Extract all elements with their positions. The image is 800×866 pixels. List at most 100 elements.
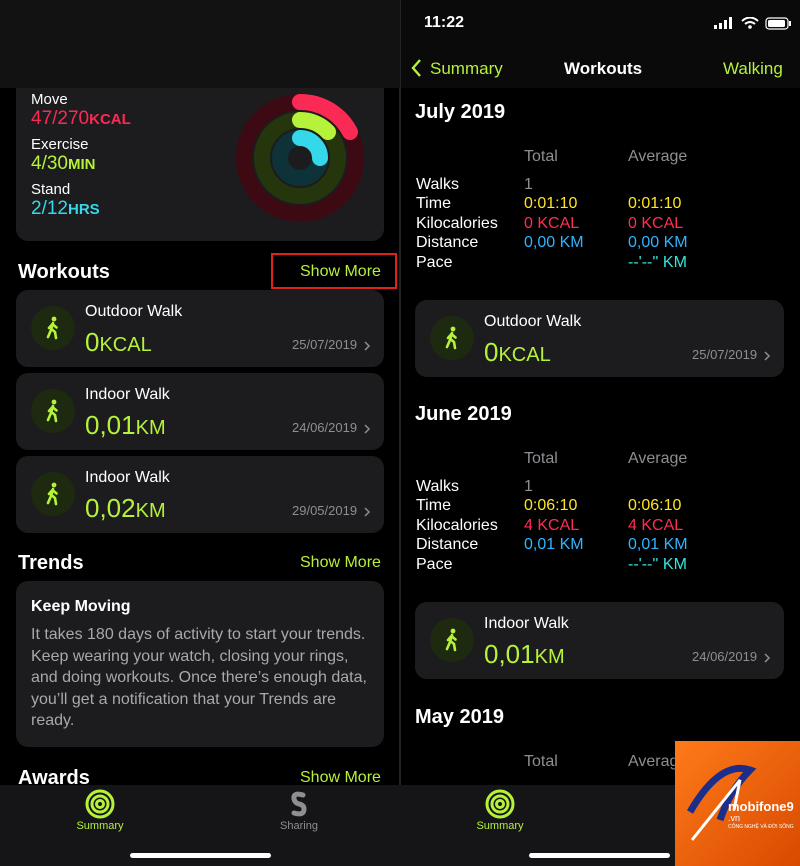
col-header: Total bbox=[524, 450, 558, 467]
home-indicator bbox=[529, 853, 670, 858]
row-label: Distance bbox=[416, 536, 479, 554]
workout-card[interactable] bbox=[16, 456, 384, 533]
tab-icon-svg bbox=[291, 791, 307, 817]
watermark-domain: .vn bbox=[728, 813, 741, 823]
value: 0,01 bbox=[484, 639, 535, 669]
watermark-brand: mobifone9 bbox=[728, 799, 794, 814]
col-header: Total bbox=[524, 753, 558, 770]
unit: KCAL bbox=[498, 344, 551, 366]
card-text: It takes 180 days of activity to start y… bbox=[31, 626, 367, 730]
workout-name: Indoor Walk bbox=[85, 469, 170, 486]
chevron-svg bbox=[764, 653, 771, 663]
workout-icon bbox=[31, 472, 75, 516]
tab-label[interactable]: Summary bbox=[476, 820, 524, 832]
row-label: Time bbox=[416, 497, 451, 515]
show-more[interactable]: Show More bbox=[300, 263, 381, 280]
row-label: Pace bbox=[416, 253, 453, 271]
workout-card[interactable] bbox=[415, 602, 784, 679]
chevron bbox=[764, 650, 772, 663]
tab-bar bbox=[0, 785, 800, 866]
row-total: 1 bbox=[524, 478, 533, 495]
tab-label[interactable]: Summary bbox=[76, 820, 124, 832]
ring-value: 2/12HRS bbox=[31, 199, 100, 218]
row-average: --'--'' KM bbox=[628, 555, 687, 573]
value: 47/270 bbox=[31, 108, 90, 129]
unit: KM bbox=[534, 646, 565, 668]
workout-icon-svg bbox=[430, 316, 474, 360]
workout-name: Indoor Walk bbox=[85, 386, 170, 403]
col-header: Average bbox=[628, 753, 688, 770]
workout-icon-svg bbox=[430, 618, 474, 662]
row-average: 0 KCAL bbox=[628, 214, 684, 232]
row-total: 1 bbox=[524, 176, 533, 193]
workout-name: Outdoor Walk bbox=[484, 313, 582, 330]
unit: KCAL bbox=[89, 111, 131, 128]
activity-rings bbox=[236, 88, 366, 233]
workout-card[interactable] bbox=[16, 373, 384, 450]
section-title: Trends bbox=[18, 552, 84, 574]
month-title: June 2019 bbox=[415, 403, 512, 425]
chevron bbox=[364, 421, 372, 434]
row-average: 0:06:10 bbox=[628, 497, 682, 515]
value: 2/12 bbox=[31, 198, 68, 219]
workout-value: 0,01KM bbox=[484, 641, 565, 667]
value: 0 bbox=[85, 327, 100, 357]
row-label: Walks bbox=[416, 478, 459, 495]
highlight-box bbox=[271, 253, 397, 289]
row-label: Kilocalories bbox=[416, 214, 498, 232]
back-chevron-svg bbox=[411, 59, 421, 77]
workout-name: Indoor Walk bbox=[484, 615, 569, 632]
tab-label[interactable]: Sharing bbox=[280, 820, 318, 832]
row-average: 0:01:10 bbox=[628, 195, 682, 213]
row-average: 4 KCAL bbox=[628, 516, 684, 534]
status-time: 11:22 bbox=[424, 14, 465, 31]
chevron-svg bbox=[364, 341, 371, 351]
tab-icon-svg bbox=[85, 789, 115, 819]
month-title: May 2019 bbox=[415, 706, 504, 728]
tab-icon-svg bbox=[485, 789, 515, 819]
workout-icon bbox=[31, 389, 75, 433]
workout-card[interactable] bbox=[16, 290, 384, 367]
watermark-logo-svg bbox=[686, 764, 757, 841]
value: 4/30 bbox=[31, 153, 68, 174]
nav-right[interactable]: Walking bbox=[723, 59, 783, 78]
row-total: 0,00 KM bbox=[524, 234, 584, 252]
workout-icon bbox=[430, 316, 474, 360]
divider bbox=[399, 0, 401, 866]
row-label: Time bbox=[416, 195, 451, 213]
nav-title: Workouts bbox=[564, 59, 643, 78]
col-header: Average bbox=[628, 450, 688, 467]
row-label: Distance bbox=[416, 234, 479, 252]
card-title: Keep Moving bbox=[31, 598, 131, 615]
ring-value: 47/270KCAL bbox=[31, 109, 131, 128]
back-button[interactable]: Summary bbox=[430, 59, 503, 78]
show-more[interactable]: Show More bbox=[300, 554, 381, 571]
workout-date: 24/06/2019 bbox=[692, 649, 758, 664]
value: 0 bbox=[484, 337, 499, 367]
row-label: Pace bbox=[416, 555, 453, 573]
workout-icon bbox=[430, 618, 474, 662]
chevron-svg bbox=[364, 507, 371, 517]
workout-card[interactable] bbox=[415, 300, 784, 377]
unit: KM bbox=[135, 417, 166, 439]
col-header: Total bbox=[524, 148, 558, 165]
workout-value: 0,01KM bbox=[85, 412, 166, 438]
chevron-svg bbox=[364, 424, 371, 434]
row-total: 0:06:10 bbox=[524, 497, 578, 515]
unit: KCAL bbox=[99, 334, 152, 356]
tab-icon bbox=[84, 788, 116, 820]
status-icons-svg bbox=[714, 16, 791, 30]
workout-icon bbox=[31, 306, 75, 350]
ring-value: 4/30MIN bbox=[31, 154, 95, 173]
workout-value: 0KCAL bbox=[484, 339, 551, 365]
activity-rings-svg bbox=[236, 93, 364, 222]
workout-date: 24/06/2019 bbox=[292, 420, 358, 435]
show-more[interactable]: Show More bbox=[300, 769, 381, 786]
workout-name: Outdoor Walk bbox=[85, 303, 183, 320]
home-indicator bbox=[130, 853, 271, 858]
chevron bbox=[764, 348, 772, 361]
ring-label: Exercise bbox=[31, 136, 89, 153]
row-total: 0,01 KM bbox=[524, 536, 584, 554]
workout-value: 0,02KM bbox=[85, 495, 166, 521]
workout-icon-svg bbox=[31, 306, 75, 350]
